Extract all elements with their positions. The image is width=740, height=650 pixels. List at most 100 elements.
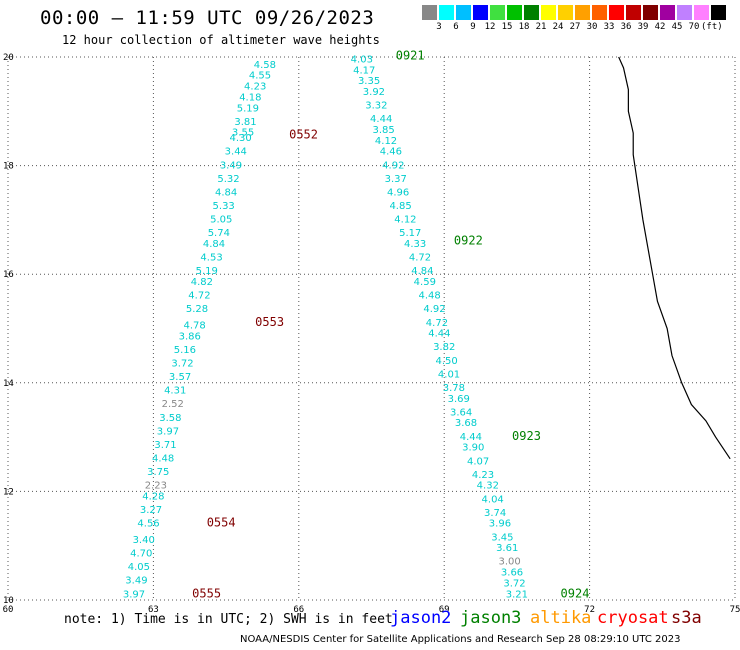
scale-swatch xyxy=(524,5,539,20)
wave-height-label: 3.96 xyxy=(489,519,511,530)
credit-line: NOAA/NESDIS Center for Satellite Applica… xyxy=(240,634,681,645)
wave-height-label: 3.81 xyxy=(234,117,256,128)
pass-time-label: 0921 xyxy=(396,49,425,63)
scale-swatch xyxy=(422,5,437,20)
wave-height-label: 4.56 xyxy=(137,519,159,530)
scale-label: 30 xyxy=(586,22,598,32)
wave-height-label: 4.48 xyxy=(419,291,441,302)
wave-height-label: 3.64 xyxy=(450,407,472,418)
wave-height-label: 2.52 xyxy=(162,399,184,410)
wave-height-label: 4.59 xyxy=(414,277,436,288)
wave-height-label: 4.84 xyxy=(215,187,237,198)
wave-height-label: 2.23 xyxy=(145,481,167,492)
scale-label: 15 xyxy=(501,22,513,32)
wave-height-label: 4.48 xyxy=(152,454,174,465)
scale-swatch xyxy=(456,5,471,20)
wave-height-label: 3.97 xyxy=(123,589,145,600)
scale-label: 39 xyxy=(637,22,649,32)
wave-height-label: 5.33 xyxy=(213,201,235,212)
wave-height-label: 3.32 xyxy=(365,101,387,112)
wave-height-label: 3.57 xyxy=(169,372,191,383)
wave-height-label: 4.31 xyxy=(164,386,186,397)
wave-height-label: 3.49 xyxy=(220,160,242,171)
pass-time-label: 0555 xyxy=(192,586,221,600)
wave-height-label: 4.72 xyxy=(409,253,431,264)
wave-height-label: 4.78 xyxy=(183,321,205,332)
scale-swatch xyxy=(592,5,607,20)
legend-item-jason3: jason3 xyxy=(460,608,522,628)
coastline xyxy=(618,56,731,460)
scale-label: 18 xyxy=(518,22,530,32)
wave-height-label: 4.58 xyxy=(254,60,276,71)
wave-height-label: 4.01 xyxy=(438,369,460,380)
scale-swatch xyxy=(660,5,675,20)
scale-swatch xyxy=(473,5,488,20)
x-tick-label: 66 xyxy=(293,605,304,615)
wave-height-label: 3.75 xyxy=(147,467,169,478)
wave-height-label: 3.00 xyxy=(498,557,520,568)
wave-height-label: 4.55 xyxy=(249,71,271,82)
wave-height-label: 4.92 xyxy=(382,160,404,171)
wave-height-label: 3.86 xyxy=(179,331,201,342)
wave-height-label: 3.66 xyxy=(501,568,523,579)
wave-height-label: 3.71 xyxy=(154,440,176,451)
wave-height-label: 5.74 xyxy=(208,228,230,239)
wave-height-label: 5.05 xyxy=(210,215,232,226)
scale-swatch xyxy=(609,5,624,20)
wave-height-label: 5.32 xyxy=(217,174,239,185)
scale-swatch xyxy=(507,5,522,20)
pass-time-label: 0922 xyxy=(454,233,483,247)
wave-height-label: 4.30 xyxy=(230,133,252,144)
wave-height-label: 3.78 xyxy=(443,383,465,394)
wave-height-label: 3.58 xyxy=(159,413,181,424)
wave-height-label: 3.61 xyxy=(496,543,518,554)
wave-height-label: 3.68 xyxy=(455,418,477,429)
wave-height-label: 4.12 xyxy=(394,215,416,226)
scale-swatch xyxy=(490,5,505,20)
wave-height-label: 4.96 xyxy=(387,187,409,198)
legend-item-cryosat: cryosat xyxy=(597,608,669,628)
x-tick-label: 72 xyxy=(584,605,595,615)
wave-height-label: 4.44 xyxy=(370,114,392,125)
y-tick-label: 18 xyxy=(3,162,14,172)
scale-swatch xyxy=(575,5,590,20)
wave-height-label: 4.17 xyxy=(353,65,375,76)
wave-height-label: 4.07 xyxy=(467,456,489,467)
x-tick-label: 69 xyxy=(439,605,450,615)
wave-height-label: 4.82 xyxy=(191,277,213,288)
y-tick-label: 12 xyxy=(3,487,14,497)
wave-height-label: 3.90 xyxy=(462,443,484,454)
y-tick-label: 14 xyxy=(3,379,14,389)
footnote: note: 1) Time is in UTC; 2) SWH is in fe… xyxy=(64,612,393,627)
wave-height-label: 3.85 xyxy=(372,125,394,136)
scale-swatch xyxy=(541,5,556,20)
wave-height-label: 5.19 xyxy=(196,266,218,277)
wave-height-label: 4.72 xyxy=(188,291,210,302)
wave-height-label: 4.03 xyxy=(351,54,373,65)
scale-label: 70 xyxy=(688,22,700,32)
legend-item-s3a: s3a xyxy=(671,608,702,628)
wave-height-label: 4.18 xyxy=(239,92,261,103)
wave-height-label: 3.49 xyxy=(125,576,147,587)
wave-height-label: 3.40 xyxy=(133,535,155,546)
scale-swatch xyxy=(626,5,641,20)
wave-height-label: 4.05 xyxy=(128,562,150,573)
wave-height-label: 3.21 xyxy=(506,589,528,600)
wave-height-label: 3.35 xyxy=(358,76,380,87)
wave-height-label: 3.37 xyxy=(385,174,407,185)
wave-height-label: 4.50 xyxy=(435,356,457,367)
scale-swatch xyxy=(439,5,454,20)
scale-label: 3 xyxy=(436,22,442,32)
wave-height-label: 3.72 xyxy=(171,359,193,370)
wave-height-label: 4.85 xyxy=(389,201,411,212)
y-tick-label: 16 xyxy=(3,270,14,280)
legend-item-altika: altika xyxy=(530,608,592,628)
wave-height-label: 3.92 xyxy=(363,87,385,98)
wave-height-label: 4.72 xyxy=(426,318,448,329)
scale-label: 9 xyxy=(470,22,476,32)
scale-label: (ft) xyxy=(701,22,723,32)
scale-swatch xyxy=(558,5,573,20)
wave-height-label: 4.84 xyxy=(411,266,433,277)
